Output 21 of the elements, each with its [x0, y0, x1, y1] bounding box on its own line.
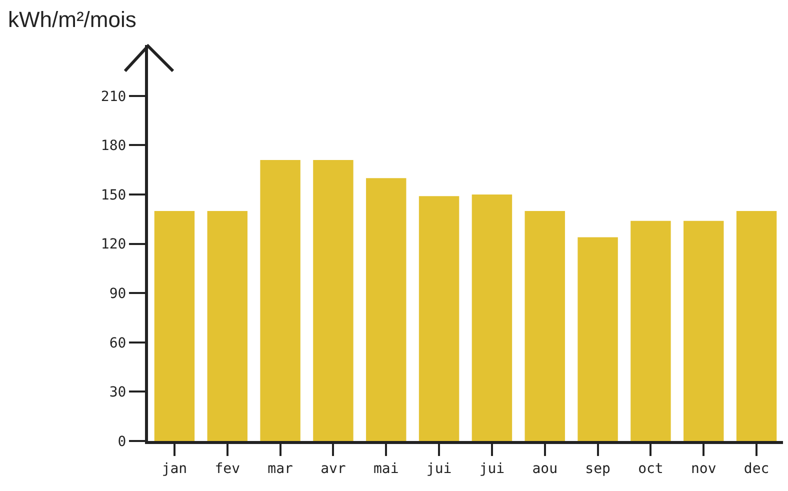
y-tick-label: 180	[100, 138, 126, 154]
x-tick-label: avr	[320, 460, 346, 477]
y-tick-label: 120	[100, 236, 126, 253]
y-tick-label: 60	[109, 335, 126, 352]
y-tick-label: 0	[118, 434, 126, 450]
y-tick-label: 150	[100, 187, 126, 204]
x-tick-label: oct	[638, 460, 664, 477]
y-tick-label: 210	[100, 88, 126, 105]
y-axis-title: kWh/m²/mois	[8, 7, 136, 32]
x-tick-label: fev	[214, 460, 240, 477]
x-tick-label: mai	[373, 460, 399, 477]
x-tick-label: jan	[162, 460, 188, 477]
x-tick-label: jui	[479, 460, 505, 477]
y-tick-label: 90	[109, 286, 126, 302]
x-tick-label: nov	[690, 460, 716, 477]
x-tick-label: sep	[585, 460, 610, 477]
x-tick-label: dec	[744, 460, 770, 477]
x-tick-label: aou	[532, 460, 558, 477]
x-tick-label: jui	[426, 460, 452, 477]
x-tick-label: mar	[268, 460, 293, 477]
y-tick-label: 30	[109, 384, 126, 401]
